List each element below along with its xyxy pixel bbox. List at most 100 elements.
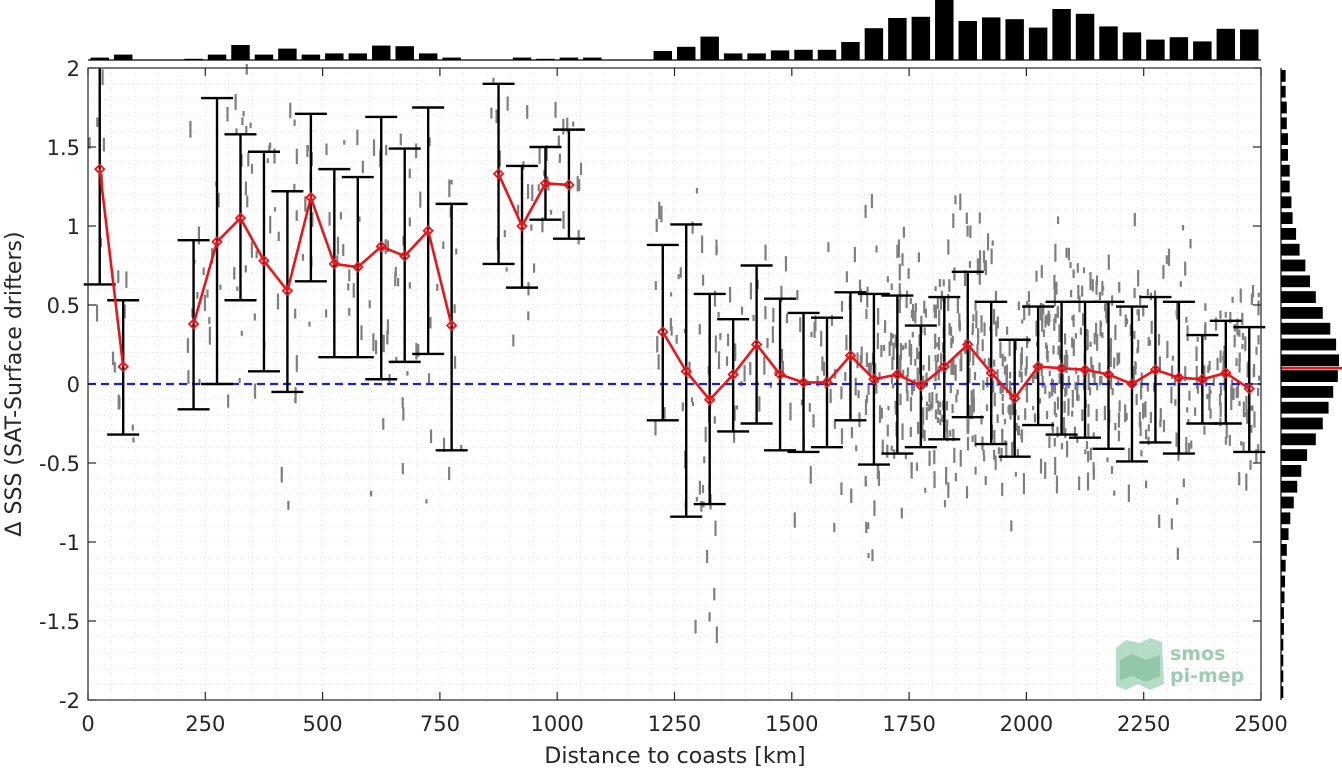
scatter-point (985, 404, 989, 412)
mean-marker (1102, 368, 1115, 381)
smos-pimep-logo: smos pi-mep (1116, 638, 1244, 690)
scatter-point (1230, 384, 1233, 400)
y-tick-labels: 2 1.5 1 0.5 0 -0.5 -1 -1.5 -2 (39, 57, 80, 713)
scatter-point (1025, 382, 1028, 391)
right-histogram-bar (1281, 512, 1291, 525)
scatter-point (701, 274, 705, 286)
scatter-point (1257, 375, 1261, 381)
scatter-point (658, 201, 661, 219)
scatter-point (934, 333, 937, 349)
scatter-point (1136, 309, 1139, 316)
scatter-point (999, 341, 1002, 359)
scatter-point (408, 168, 411, 179)
scatter-point (1010, 442, 1014, 456)
scatter-point (453, 304, 456, 314)
scatter-point (1064, 428, 1067, 439)
scatter-point (1224, 436, 1227, 445)
scatter-point (970, 390, 973, 403)
scatter-point (386, 319, 390, 334)
scatter-point (1040, 363, 1043, 377)
scatter-point (670, 292, 673, 297)
scatter-point (656, 335, 659, 353)
scatter-point (954, 195, 957, 205)
scatter-point (1140, 372, 1143, 388)
scatter-point (669, 317, 672, 331)
scatter-point (360, 325, 363, 341)
scatter-point (1071, 337, 1074, 348)
scatter-point (1078, 295, 1081, 313)
scatter-point (1148, 339, 1152, 346)
scatter-point (840, 482, 843, 495)
scatter-point (372, 139, 376, 156)
scatter-point (1087, 372, 1090, 391)
top-histogram-bar (1216, 28, 1236, 60)
scatter-point (886, 424, 889, 437)
scatter-point (1073, 426, 1077, 439)
scatter-point (96, 117, 99, 128)
scatter-point (1086, 328, 1089, 337)
scatter-point (959, 193, 962, 211)
right-histogram-bar (1281, 623, 1284, 635)
scatter-point (1142, 405, 1145, 412)
scatter-point (1074, 381, 1077, 391)
scatter-point (1190, 440, 1193, 449)
scatter-point (1232, 387, 1235, 393)
scatter-point (890, 445, 893, 452)
scatter-point (415, 342, 418, 360)
scatter-point (940, 354, 943, 359)
scatter-point (1204, 379, 1207, 387)
scatter-point (336, 255, 339, 267)
scatter-point (1242, 401, 1245, 418)
scatter-point (527, 311, 530, 321)
scatter-point (914, 359, 917, 366)
scatter-point (1095, 281, 1098, 295)
scatter-point (294, 397, 297, 403)
top-histogram-bar (583, 57, 602, 60)
right-histogram-bar (1281, 196, 1292, 209)
scatter-point (294, 308, 297, 319)
scatter-point (1117, 352, 1121, 364)
scatter-point (1065, 440, 1069, 458)
scatter-point (1094, 322, 1098, 338)
scatter-point (1144, 402, 1147, 418)
scatter-point (101, 69, 104, 86)
scatter-point (840, 300, 844, 312)
scatter-point (1025, 385, 1029, 403)
scatter-point (1103, 405, 1106, 421)
scatter-point (503, 230, 506, 238)
scatter-point (1133, 330, 1136, 339)
scatter-point (1096, 334, 1099, 351)
scatter-point (269, 142, 272, 149)
scatter-point (425, 499, 428, 504)
scatter-point (1167, 248, 1171, 266)
scatter-point (1025, 301, 1029, 306)
scatter-point (898, 299, 901, 314)
scatter-point (1249, 460, 1252, 470)
scatter-point (1175, 432, 1178, 447)
scatter-point (867, 522, 870, 530)
right-histogram-bar (1281, 559, 1286, 572)
scatter-point (733, 405, 736, 421)
scatter-point (512, 334, 515, 347)
scatter-point (891, 333, 895, 339)
scatter-point (948, 322, 951, 336)
scatter-point (980, 315, 983, 333)
scatter-point (1157, 333, 1161, 346)
scatter-point (1016, 449, 1019, 456)
top-histogram-bar (442, 57, 461, 60)
top-histogram-bar (1005, 19, 1024, 60)
scatter-point (339, 212, 343, 220)
right-histogram-bar (1281, 433, 1316, 446)
top-histogram-bar (1075, 13, 1095, 61)
scatter-point (867, 553, 870, 559)
scatter-point (399, 133, 402, 146)
scatter-point (951, 335, 954, 344)
scatter-point (1076, 383, 1079, 401)
scatter-point (945, 466, 948, 485)
scatter-point (415, 143, 418, 159)
scatter-point (324, 309, 328, 318)
scatter-point (999, 455, 1002, 462)
scatter-point (1185, 437, 1188, 454)
scatter-point (1065, 384, 1068, 396)
top-histogram-bar (700, 36, 719, 60)
